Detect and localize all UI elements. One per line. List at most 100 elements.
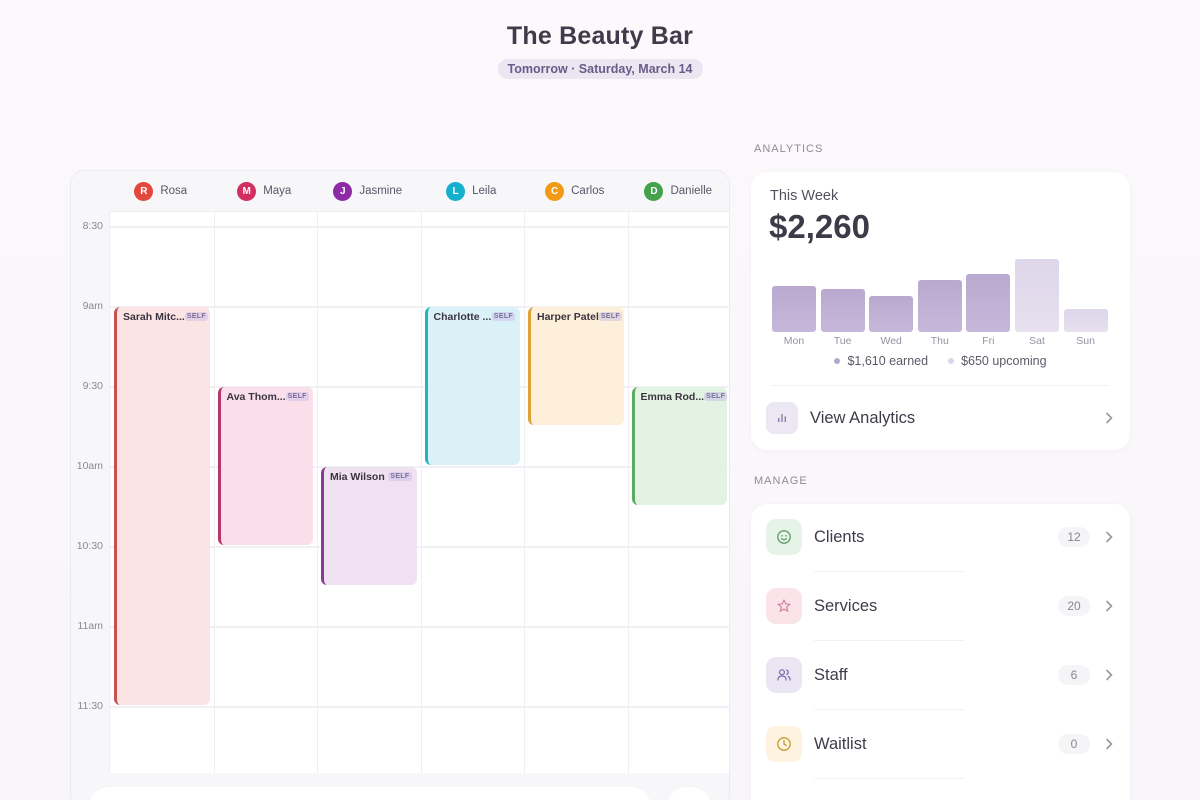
manage-item-staff[interactable]: Staff 6 xyxy=(766,657,1116,693)
column-divider xyxy=(524,212,525,773)
staff-header-row: R Rosa M Maya J Jasmine L Leila C Carlos D Danielle xyxy=(109,171,730,211)
staff-column-header[interactable]: C Carlos xyxy=(523,171,627,211)
calendar-footer-input[interactable] xyxy=(89,787,651,800)
time-label: 11am xyxy=(77,620,104,632)
staff-name: Jasmine xyxy=(359,185,403,197)
time-label: 9:30 xyxy=(82,380,103,392)
divider xyxy=(814,571,964,572)
slot-gridline xyxy=(110,626,729,628)
appointment-block[interactable]: Ava Thom... SELF xyxy=(217,387,313,545)
bar-sat xyxy=(1015,259,1059,332)
staff-name: Maya xyxy=(263,185,292,197)
column-divider xyxy=(628,212,629,773)
bar-label: Tue xyxy=(833,335,852,347)
week-label: This Week xyxy=(770,188,839,204)
bar-label: Mon xyxy=(783,335,805,347)
time-label: 9am xyxy=(82,300,103,312)
manage-card: Clients 12 Services 20 Staff 6 Waitlist 0 xyxy=(751,504,1130,800)
manage-item-label: Services xyxy=(814,596,878,615)
count-badge: 20 xyxy=(1058,596,1090,616)
avatar: C xyxy=(545,181,565,201)
manage-item-label: Waitlist xyxy=(814,734,867,753)
self-booked-badge: SELF xyxy=(598,312,622,321)
upcoming-dot xyxy=(948,358,955,364)
bar-mon xyxy=(772,286,816,332)
count-badge: 6 xyxy=(1058,665,1090,685)
staff-column-header[interactable]: J Jasmine xyxy=(316,171,420,211)
appointment-client-name: Sarah Mitc... xyxy=(123,311,185,323)
chevron-right-icon xyxy=(1102,668,1116,682)
bar-tue xyxy=(820,288,865,332)
time-label: 8:30 xyxy=(82,220,103,232)
appointment-client-name: Emma Rod... xyxy=(640,391,705,403)
column-divider xyxy=(317,212,318,773)
bar-label: Fri xyxy=(982,335,995,347)
schedule-grid[interactable]: Sarah Mitc... SELF Ava Thom... SELF Mia Wils… xyxy=(109,211,729,773)
staff-name: Leila xyxy=(472,185,497,197)
manage-item-label: Clients xyxy=(814,527,865,546)
count-badge: 0 xyxy=(1058,734,1090,754)
calendar-footer-button[interactable] xyxy=(667,787,711,800)
smile-icon xyxy=(766,519,802,555)
manage-item-waitlist[interactable]: Waitlist 0 xyxy=(766,726,1116,762)
appointment-block[interactable]: Harper Patel SELF xyxy=(528,307,624,425)
self-booked-badge: SELF xyxy=(285,392,309,401)
clock-icon xyxy=(766,726,802,762)
weekly-bar-chart xyxy=(772,256,1108,332)
appointment-client-name: Ava Thom... xyxy=(226,391,286,403)
self-booked-badge: SELF xyxy=(704,392,728,401)
date-badge[interactable]: Tomorrow · Saturday, March 14 xyxy=(497,59,703,79)
chevron-right-icon xyxy=(1102,411,1116,425)
chevron-right-icon xyxy=(1102,737,1116,751)
analytics-card: This Week $2,260 Mon Tue Wed Thu Fri Sat Sun $… xyxy=(751,172,1130,450)
avatar: D xyxy=(644,181,664,201)
divider xyxy=(814,778,964,779)
manage-item-clients[interactable]: Clients 12 xyxy=(766,519,1116,555)
staff-column-header[interactable]: L Leila xyxy=(420,171,524,211)
analytics-section-label: ANALYTICS xyxy=(754,143,824,155)
appointment-client-name: Harper Patel xyxy=(537,311,599,323)
manage-item-label: Staff xyxy=(814,665,848,684)
column-divider xyxy=(421,212,422,773)
appointment-block[interactable]: Sarah Mitc... SELF xyxy=(114,307,210,705)
legend-earned: $1,610 earned xyxy=(834,354,928,368)
self-booked-badge: SELF xyxy=(388,472,412,481)
manage-section-label: MANAGE xyxy=(754,475,808,487)
avatar: J xyxy=(333,181,353,201)
time-label: 11:30 xyxy=(77,700,104,712)
users-icon xyxy=(766,657,802,693)
column-divider xyxy=(214,212,215,773)
chart-legend: $1,610 earned $650 upcoming xyxy=(751,354,1130,368)
bar-sun xyxy=(1063,309,1108,332)
self-booked-badge: SELF xyxy=(184,312,208,321)
self-booked-badge: SELF xyxy=(491,312,515,321)
slot-gridline xyxy=(110,306,729,308)
legend-upcoming: $650 upcoming xyxy=(948,354,1047,368)
star-icon xyxy=(766,588,802,624)
appointment-block[interactable]: Mia Wilson SELF xyxy=(321,467,417,585)
time-label: 10:30 xyxy=(76,540,103,552)
bar-wed xyxy=(869,296,914,332)
appointment-block[interactable]: Charlotte ... SELF xyxy=(424,307,520,465)
staff-name: Rosa xyxy=(160,185,188,197)
staff-name: Danielle xyxy=(670,185,713,197)
chevron-right-icon xyxy=(1102,599,1116,613)
bar-chart-icon xyxy=(766,402,798,434)
bar-thu xyxy=(917,279,962,332)
time-label: 10am xyxy=(76,460,103,472)
staff-column-header[interactable]: M Maya xyxy=(213,171,317,211)
legend-upcoming-label: $650 upcoming xyxy=(961,354,1047,368)
bar-label: Sun xyxy=(1076,335,1095,347)
avatar: M xyxy=(237,181,257,201)
appointment-block[interactable]: Emma Rod... SELF xyxy=(631,387,728,505)
page-header: The Beauty Bar Tomorrow · Saturday, Marc… xyxy=(0,22,1200,79)
bar-fri xyxy=(966,274,1011,332)
staff-column-header[interactable]: R Rosa xyxy=(109,171,213,211)
manage-item-services[interactable]: Services 20 xyxy=(766,588,1116,624)
staff-column-header[interactable]: D Danielle xyxy=(627,171,730,211)
avatar: R xyxy=(134,181,154,201)
view-analytics-link[interactable]: View Analytics xyxy=(766,402,1116,434)
legend-earned-label: $1,610 earned xyxy=(847,354,929,368)
view-analytics-label: View Analytics xyxy=(810,408,916,427)
slot-gridline xyxy=(110,466,729,468)
